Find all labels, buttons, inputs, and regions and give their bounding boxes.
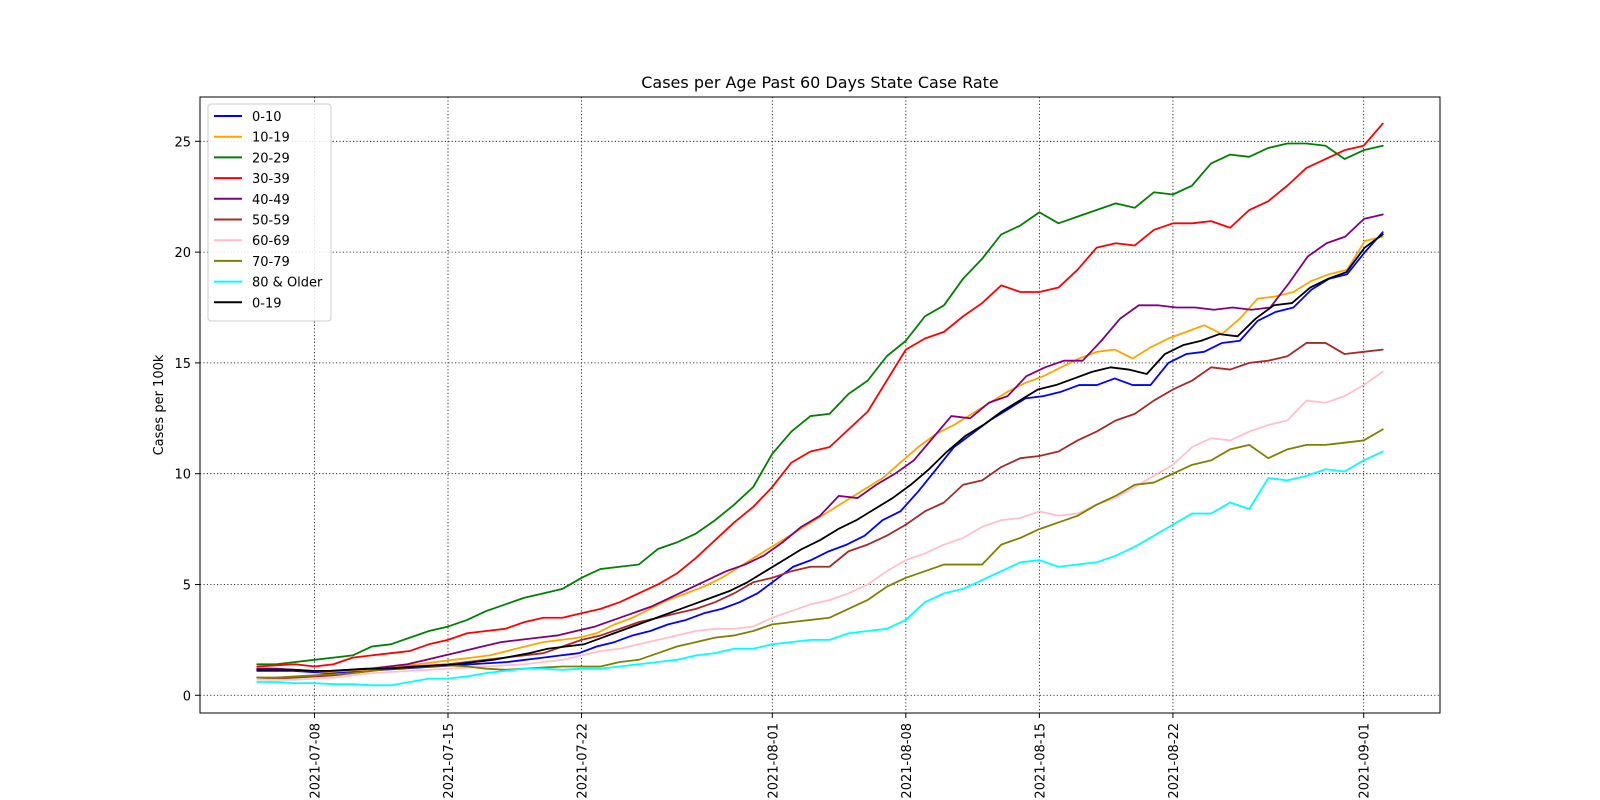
x-tick-label: 2021-09-01: [1358, 723, 1373, 799]
series-line-0-19: [256, 233, 1384, 672]
series-line-20-29: [256, 142, 1384, 666]
legend-label: 10-19: [252, 131, 290, 146]
series-line-10-19: [256, 235, 1384, 673]
y-axis: 0 5 10 15 20 25: [174, 135, 200, 704]
y-tick-label: 0: [183, 689, 191, 704]
legend-label: 40-49: [252, 193, 290, 208]
series-lines: [256, 122, 1384, 687]
legend-label: 0-10: [252, 110, 282, 125]
legend: 0-10 10-19 20-29 30-39 40-49 50-59 60-69 70-79 8…: [207, 103, 332, 322]
x-tick-label: 2021-08-08: [900, 723, 915, 799]
legend-label: 60-69: [252, 234, 290, 249]
y-tick-label: 10: [174, 468, 191, 483]
legend-label: 0-19: [252, 296, 282, 311]
legend-label: 70-79: [252, 255, 290, 270]
y-tick-label: 25: [174, 135, 191, 150]
series-line-30-39: [256, 122, 1384, 668]
plot-area-frame: [199, 96, 1441, 714]
legend-label: 20-29: [252, 151, 290, 166]
y-tick-label: 5: [183, 578, 191, 593]
chart-title: Cases per Age Past 60 Days State Case Ra…: [641, 73, 999, 92]
legend-label: 30-39: [252, 172, 290, 187]
legend-label: 80 & Older: [252, 276, 323, 291]
x-axis: 2021-07-08 2021-07-15 2021-07-22 2021-08-01…: [308, 713, 1373, 799]
y-tick-label: 15: [174, 357, 191, 372]
series-line-0-10: [256, 231, 1384, 675]
series-line-50-59: [256, 342, 1384, 680]
y-axis-label: Cases per 100k: [152, 354, 167, 455]
x-tick-label: 2021-08-01: [766, 723, 781, 799]
y-tick-label: 20: [174, 246, 191, 261]
x-tick-label: 2021-08-22: [1167, 723, 1182, 799]
x-tick-label: 2021-07-22: [576, 723, 591, 799]
x-tick-label: 2021-07-08: [308, 723, 323, 799]
series-line-40-49: [256, 213, 1384, 672]
x-tick-label: 2021-08-15: [1033, 723, 1048, 799]
series-line-80-older: [256, 450, 1384, 687]
x-tick-label: 2021-07-15: [442, 723, 457, 799]
series-line-60-69: [256, 370, 1384, 681]
legend-label: 50-59: [252, 214, 290, 229]
grid: [200, 97, 1440, 713]
